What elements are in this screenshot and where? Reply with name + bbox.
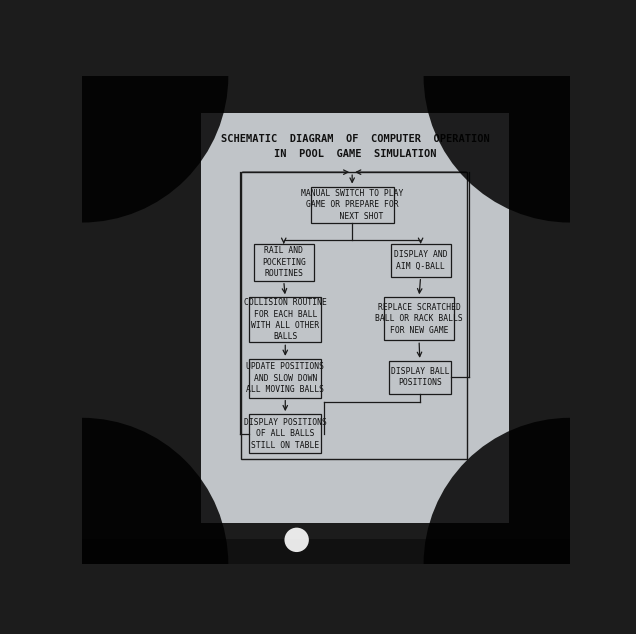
- Text: DISPLAY BALL
POSITIONS: DISPLAY BALL POSITIONS: [391, 367, 449, 387]
- Text: SCHEMATIC  DIAGRAM  OF  COMPUTER  OPERATION: SCHEMATIC DIAGRAM OF COMPUTER OPERATION: [221, 134, 490, 145]
- Bar: [254, 244, 314, 281]
- Ellipse shape: [0, 418, 228, 634]
- Ellipse shape: [424, 418, 636, 634]
- Bar: [249, 414, 321, 453]
- Text: IN  POOL  GAME  SIMULATION: IN POOL GAME SIMULATION: [274, 149, 436, 158]
- Bar: [249, 297, 321, 342]
- Text: MANUAL SWITCH TO PLAY
GAME OR PREPARE FOR
    NEXT SHOT: MANUAL SWITCH TO PLAY GAME OR PREPARE FO…: [301, 189, 403, 221]
- Bar: [249, 359, 321, 398]
- Circle shape: [284, 527, 309, 552]
- Bar: [384, 297, 453, 340]
- Text: DISPLAY POSITIONS
OF ALL BALLS
STILL ON TABLE: DISPLAY POSITIONS OF ALL BALLS STILL ON …: [244, 418, 327, 450]
- Bar: [391, 244, 450, 276]
- Text: UPDATE POSITIONS
AND SLOW DOWN
ALL MOVING BALLS: UPDATE POSITIONS AND SLOW DOWN ALL MOVIN…: [246, 362, 324, 394]
- Bar: [202, 113, 509, 523]
- Ellipse shape: [424, 0, 636, 223]
- Ellipse shape: [0, 0, 228, 223]
- Text: RAIL AND
POCKETING
ROUTINES: RAIL AND POCKETING ROUTINES: [262, 247, 306, 278]
- Bar: [389, 361, 450, 394]
- Text: DISPLAY AND
AIM Q-BALL: DISPLAY AND AIM Q-BALL: [394, 250, 447, 271]
- Bar: [310, 186, 394, 223]
- Text: COLLISION ROUTINE
FOR EACH BALL
WITH ALL OTHER
BALLS: COLLISION ROUTINE FOR EACH BALL WITH ALL…: [244, 298, 327, 342]
- Bar: [82, 540, 570, 564]
- Text: REPLACE SCRATCHED
BALL OR RACK BALLS
FOR NEW GAME: REPLACE SCRATCHED BALL OR RACK BALLS FOR…: [375, 303, 463, 335]
- Bar: [242, 172, 467, 459]
